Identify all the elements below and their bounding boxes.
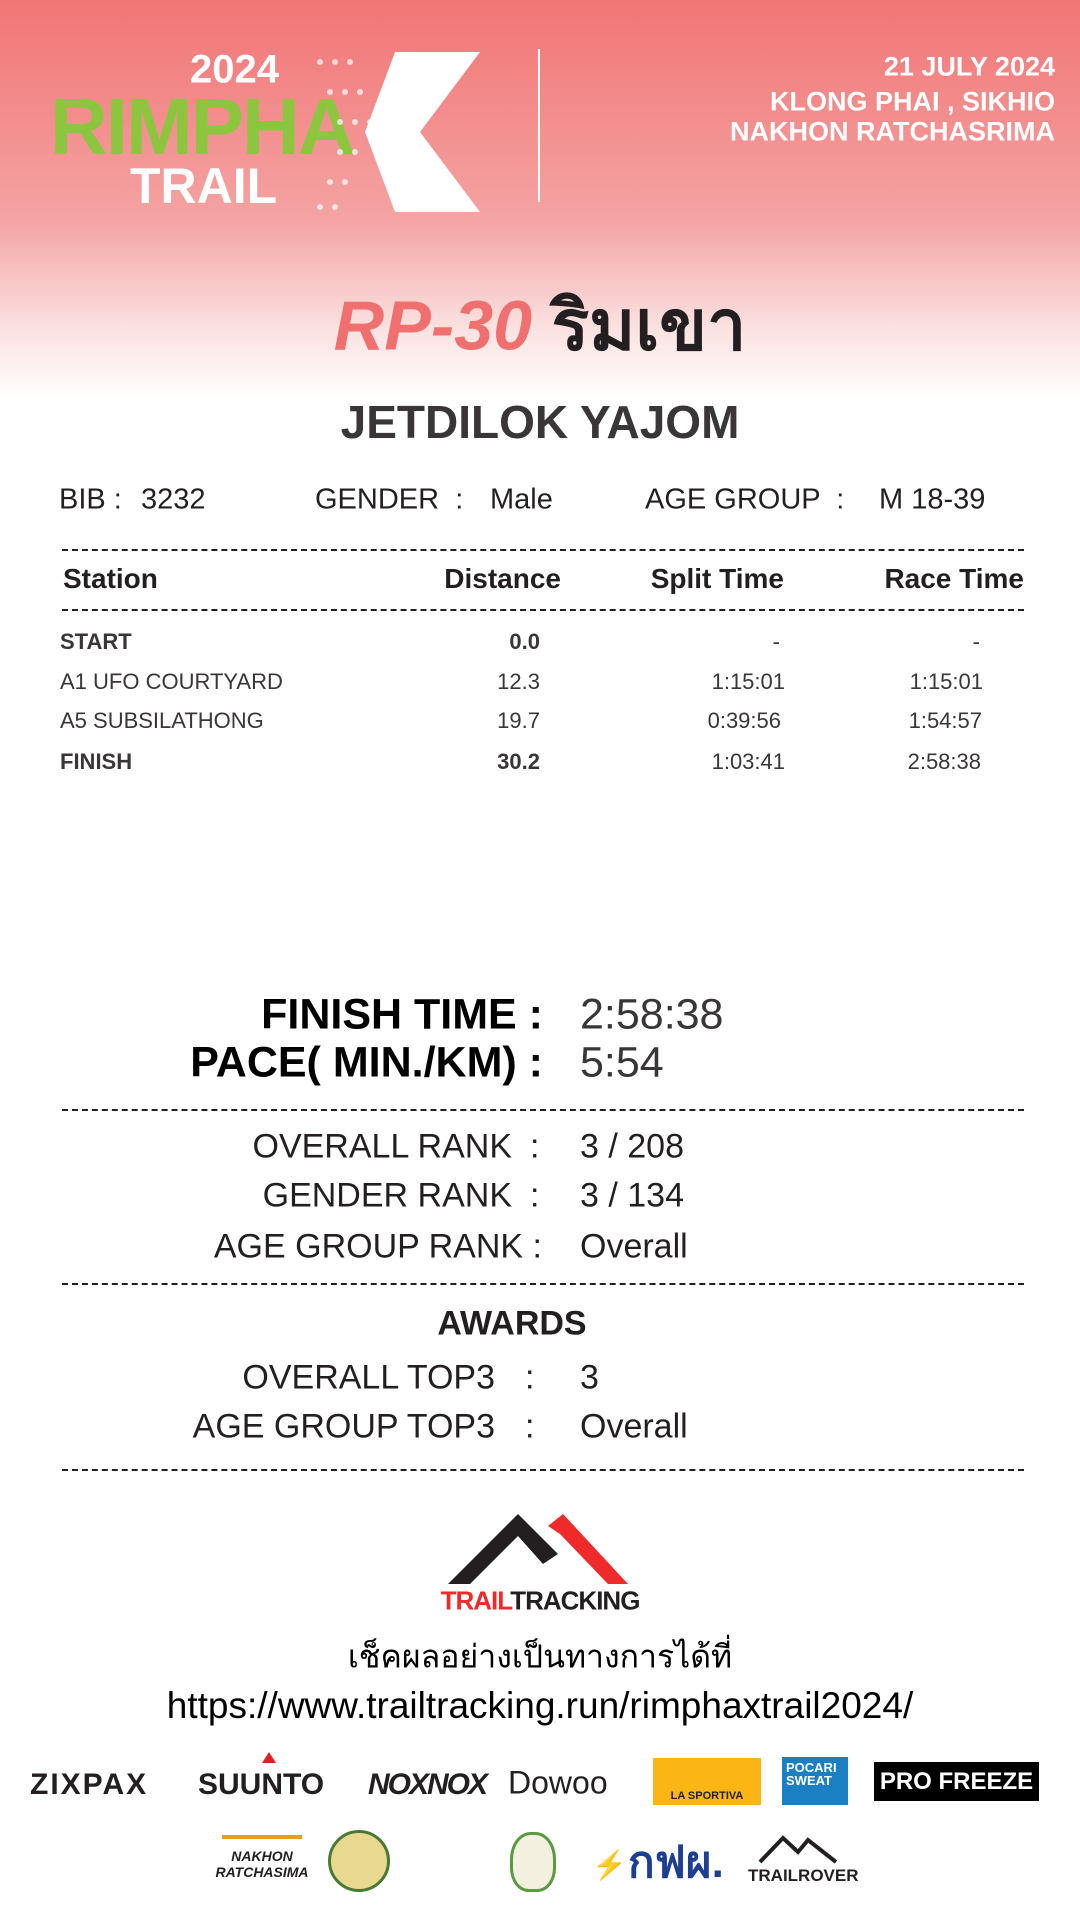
divider bbox=[62, 1109, 1024, 1111]
awards-title: AWARDS bbox=[437, 1304, 587, 1343]
distance: 19.7 bbox=[497, 708, 540, 733]
age-group-top3-value: Overall bbox=[580, 1407, 688, 1446]
sponsor-profreeze: PRO FREEZE bbox=[874, 1762, 1039, 1801]
divider bbox=[62, 549, 1024, 551]
station: A1 UFO COURTYARD bbox=[60, 669, 283, 694]
gender-value: Male bbox=[490, 483, 553, 516]
age-group-rank-label: AGE GROUP RANK : bbox=[213, 1227, 542, 1266]
sponsor-trailrover: TRAILROVER bbox=[748, 1866, 859, 1885]
overall-top3-value: 3 bbox=[580, 1358, 599, 1397]
age-group-rank-value: Overall bbox=[580, 1227, 688, 1266]
split-time: 0:39:56 bbox=[707, 708, 781, 733]
sport-authority-logo bbox=[510, 1832, 556, 1892]
gender-rank-value: 3 / 134 bbox=[580, 1176, 684, 1215]
trailrover-mountain-icon bbox=[758, 1835, 838, 1864]
finish-time-label: FINISH TIME : bbox=[261, 990, 543, 1039]
pace-label: PACE( MIN./KM) : bbox=[190, 1038, 543, 1087]
divider bbox=[62, 609, 1024, 611]
sponsor-noxnox: NOXNOX bbox=[368, 1768, 488, 1801]
distance: 0.0 bbox=[509, 629, 540, 654]
overall-rank-value: 3 / 208 bbox=[580, 1127, 684, 1166]
event-date: 21 JULY 2024 bbox=[883, 51, 1055, 82]
race-name: ริมเขา bbox=[551, 286, 747, 365]
colon: : bbox=[530, 1127, 540, 1166]
station: START bbox=[60, 629, 132, 654]
logo-name: RIMPHA bbox=[50, 82, 356, 171]
race-code: RP-30 bbox=[333, 286, 533, 365]
sponsor-nakhon: NAKHON RATCHASIMA bbox=[215, 1835, 309, 1889]
race-title: RP-30 ริมเขา bbox=[334, 270, 747, 381]
col-split: Split Time bbox=[650, 563, 784, 594]
runner-name: JETDILOK YAJOM bbox=[340, 396, 740, 448]
race-time: 1:54:57 bbox=[908, 708, 982, 733]
sponsor-la-sportiva: LA SPORTIVA bbox=[653, 1758, 761, 1805]
bib-value: 3232 bbox=[141, 483, 206, 516]
split-time: 1:03:41 bbox=[711, 749, 785, 774]
colon: : bbox=[530, 1176, 540, 1215]
event-location-2: NAKHON RATCHASRIMA bbox=[730, 116, 1055, 147]
bib-label: BIB : bbox=[59, 483, 122, 516]
pace-value: 5:54 bbox=[580, 1038, 664, 1087]
race-time: 2:58:38 bbox=[907, 749, 981, 774]
province-seal-logo bbox=[328, 1830, 390, 1892]
colon: : bbox=[525, 1358, 535, 1397]
race-time: 1:15:01 bbox=[909, 669, 983, 694]
check-result-text: เช็คผลอย่างเป็นทางการได้ที่ bbox=[347, 1638, 733, 1675]
sponsor-dowoo: Dowoo bbox=[508, 1764, 608, 1801]
trailtracking-mountain-icon bbox=[448, 1514, 628, 1584]
distance: 12.3 bbox=[497, 669, 540, 694]
overall-rank-label: OVERALL RANK bbox=[252, 1127, 513, 1166]
colon: : bbox=[525, 1407, 535, 1446]
logo-year: 2024 bbox=[190, 47, 279, 92]
age-group-top3-label: AGE GROUP TOP3 bbox=[192, 1407, 495, 1446]
age-group-value: M 18-39 bbox=[879, 483, 986, 516]
logo-trail: TRAIL bbox=[130, 158, 278, 214]
divider bbox=[62, 1469, 1024, 1471]
split-time: 1:15:01 bbox=[711, 669, 785, 694]
trailtracking-logo: TRAILTRACKING bbox=[440, 1585, 641, 1616]
sponsor-suunto: SUUNTO bbox=[198, 1768, 325, 1801]
col-race: Race Time bbox=[884, 563, 1024, 594]
station: A5 SUBSILATHONG bbox=[60, 708, 264, 733]
age-group-label: AGE GROUP : bbox=[645, 483, 845, 516]
finish-time-value: 2:58:38 bbox=[580, 990, 724, 1039]
sponsor-zixpax: ZIXPAX bbox=[30, 1768, 149, 1801]
thailand-map-icon: ⚡ bbox=[592, 1849, 627, 1881]
suunto-triangle-icon bbox=[262, 1752, 276, 1763]
result-url-link[interactable]: https://www.trailtracking.run/rimphaxtra… bbox=[166, 1685, 914, 1726]
distance: 30.2 bbox=[497, 749, 540, 774]
col-distance: Distance bbox=[444, 563, 561, 594]
station: FINISH bbox=[60, 749, 133, 774]
sponsor-pocari: POCARI SWEAT bbox=[782, 1757, 848, 1805]
split-time: - bbox=[772, 629, 780, 654]
gender-label: GENDER : bbox=[315, 483, 464, 516]
divider bbox=[62, 1283, 1024, 1285]
logo-x-icon bbox=[317, 52, 480, 212]
event-location-1: KLONG PHAI , SIKHIO bbox=[769, 86, 1055, 117]
header-divider bbox=[538, 49, 540, 202]
gender-rank-label: GENDER RANK bbox=[262, 1176, 512, 1215]
race-time: - bbox=[972, 629, 980, 654]
sponsor-egat: กฟผ. bbox=[628, 1838, 724, 1887]
col-station: Station bbox=[63, 563, 158, 594]
overall-top3-label: OVERALL TOP3 bbox=[242, 1358, 495, 1397]
